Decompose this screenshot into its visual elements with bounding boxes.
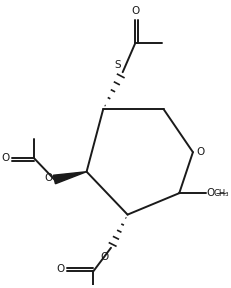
Text: O: O [44,173,52,183]
Polygon shape [53,172,87,184]
Text: O: O [131,5,140,16]
Text: O: O [207,188,215,198]
Text: O: O [1,153,9,163]
Text: S: S [114,60,121,70]
Text: O: O [197,147,205,157]
Text: O: O [101,252,109,262]
Text: —: — [215,188,226,198]
Text: O: O [56,264,64,274]
Text: CH₃: CH₃ [213,189,229,198]
